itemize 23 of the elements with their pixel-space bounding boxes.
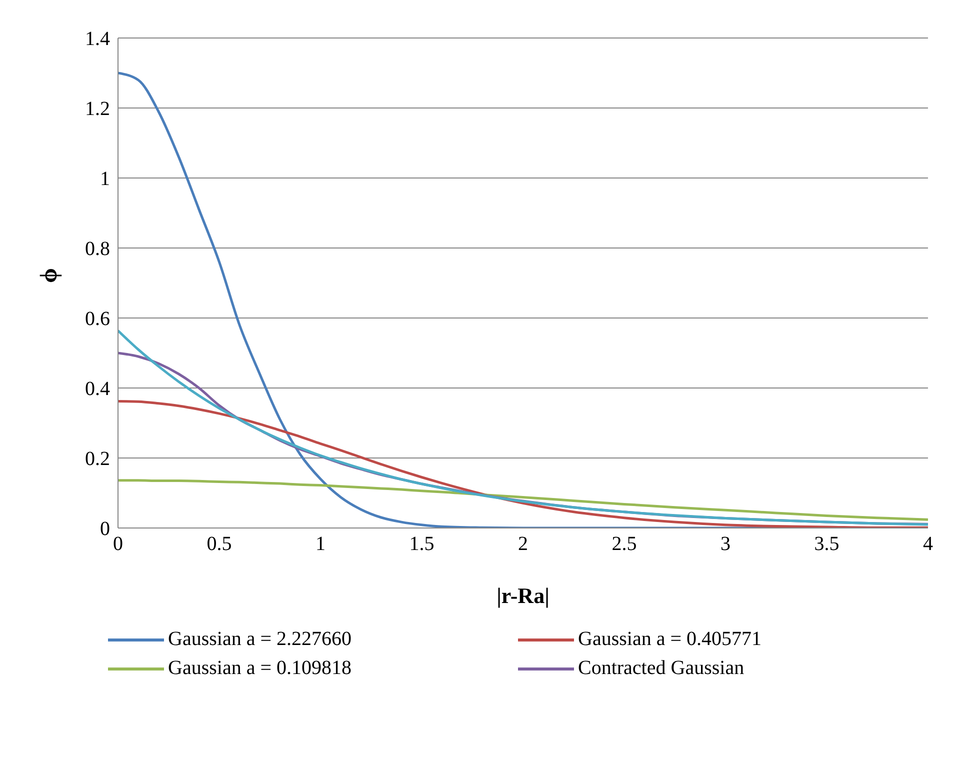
y-tick-label: 0.6 (85, 308, 110, 330)
y-tick-label: 1.4 (85, 28, 110, 50)
x-tick-label: 4 (923, 533, 933, 556)
legend-label: Contracted Gaussian (578, 657, 744, 680)
line-series (118, 479, 928, 521)
x-tick-label: 0.5 (206, 533, 232, 556)
x-tick-label: 1 (316, 533, 326, 556)
y-tick-label: 0.8 (85, 238, 110, 260)
legend-label: Gaussian a = 2.227660 (168, 628, 352, 651)
y-tick-label: 1 (100, 168, 110, 190)
y-axis-title: ϕ (36, 268, 63, 283)
y-tick-label: 1.2 (85, 98, 110, 120)
x-tick-label: 3.5 (814, 533, 840, 556)
x-axis-title: |r-Ra| (496, 583, 550, 608)
y-tick-label: 0.4 (85, 378, 110, 400)
y-tick-label: 0 (100, 518, 110, 540)
x-tick-label: 2.5 (612, 533, 637, 556)
x-tick-label: 1.5 (409, 533, 434, 556)
legend-label: Gaussian a = 0.109818 (168, 657, 352, 680)
x-tick-label: 2 (518, 533, 528, 556)
y-tick-label: 0.2 (85, 448, 110, 470)
legend-label: Gaussian a = 0.405771 (578, 628, 762, 651)
x-tick-label: 3 (720, 533, 730, 556)
